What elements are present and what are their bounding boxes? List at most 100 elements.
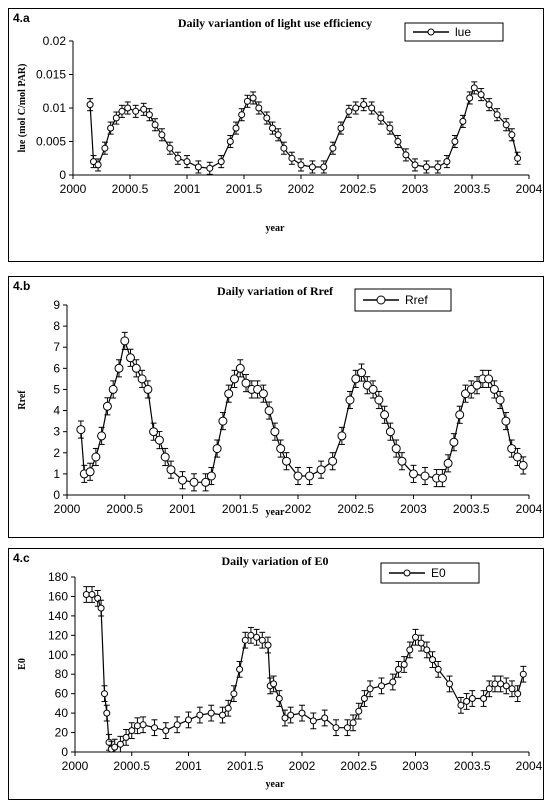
data-point xyxy=(309,717,317,725)
data-point xyxy=(352,104,360,112)
data-point xyxy=(103,709,111,717)
x-tick-label: 2004 xyxy=(516,759,543,773)
data-point xyxy=(443,158,451,166)
data-point xyxy=(332,724,340,732)
chart-panel-rref: 0 1 2 3 4 5 6 7 8 9 2000 2000.5 2001 2001.5 2002 2002.5… xyxy=(8,276,544,538)
data-point xyxy=(412,633,419,641)
data-point xyxy=(247,631,255,639)
data-point xyxy=(151,121,159,129)
x-tick-label: 2004 xyxy=(516,502,543,516)
data-point xyxy=(446,680,453,688)
data-point xyxy=(241,378,251,388)
data-point xyxy=(94,161,102,169)
data-point xyxy=(297,161,305,169)
y-tick-label: 0.005 xyxy=(36,135,66,149)
data-point xyxy=(402,151,410,159)
y-axis-label: E0 xyxy=(17,658,28,670)
data-point xyxy=(263,114,271,122)
data-point xyxy=(409,469,418,479)
data-point xyxy=(174,154,182,162)
y-tick-label: 140 xyxy=(48,609,68,623)
data-point xyxy=(429,656,436,664)
data-point xyxy=(328,456,338,466)
data-point xyxy=(236,665,244,673)
data-point xyxy=(162,727,170,735)
y-tick-label: 0 xyxy=(53,488,60,502)
data-point xyxy=(145,111,153,119)
data-point xyxy=(321,714,329,722)
data-point xyxy=(276,444,286,454)
y-tick-label: 2 xyxy=(53,446,60,460)
data-point xyxy=(518,460,528,470)
y-tick-label: 40 xyxy=(55,706,69,720)
data-point xyxy=(466,94,474,102)
y-tick-label: 80 xyxy=(55,667,69,681)
data-point xyxy=(519,670,527,678)
data-point xyxy=(508,685,516,693)
x-tick-label: 2002.5 xyxy=(337,502,374,516)
data-point xyxy=(76,425,86,435)
data-point xyxy=(243,97,251,105)
data-point xyxy=(489,384,499,394)
data-point xyxy=(281,714,289,722)
data-point xyxy=(360,101,368,109)
y-tick-label: 8 xyxy=(53,319,60,333)
data-point xyxy=(151,724,158,732)
data-point xyxy=(477,91,485,99)
x-tick-label: 2001 xyxy=(169,502,196,516)
y-tick-label: 0 xyxy=(61,745,68,759)
data-point xyxy=(485,685,493,693)
x-tick-label: 2001.5 xyxy=(227,759,264,773)
data-point xyxy=(366,685,374,693)
data-point xyxy=(97,431,107,441)
data-point xyxy=(345,107,353,115)
data-point xyxy=(411,161,419,169)
data-point xyxy=(420,471,430,481)
x-tick-label: 2001.5 xyxy=(226,182,263,196)
data-point xyxy=(320,163,328,171)
data-point xyxy=(377,114,385,122)
data-point xyxy=(122,733,130,741)
data-point xyxy=(185,716,192,724)
data-point xyxy=(394,138,402,145)
data-point xyxy=(389,678,397,686)
data-point xyxy=(345,395,355,405)
data-point xyxy=(400,661,408,668)
data-point xyxy=(101,690,108,698)
data-point xyxy=(270,680,278,688)
y-tick-label: 1 xyxy=(53,467,60,481)
x-tick-label: 2000.5 xyxy=(112,182,149,196)
x-tick-label: 2001.5 xyxy=(222,502,259,516)
data-point xyxy=(455,410,465,420)
panel-label: 4.c xyxy=(13,551,30,565)
data-point xyxy=(137,374,147,384)
x-tick-label: 2002 xyxy=(289,759,316,773)
legend-box xyxy=(380,562,480,584)
data-point xyxy=(502,682,510,690)
data-point xyxy=(258,389,268,399)
data-point xyxy=(264,406,274,416)
data-point xyxy=(131,363,141,373)
y-tick-label: 5 xyxy=(53,382,60,396)
data-point xyxy=(463,697,471,705)
data-point xyxy=(443,458,453,468)
data-point xyxy=(120,336,130,346)
chart-title: Daily variation of E0 xyxy=(222,554,329,568)
x-tick-label: 2001 xyxy=(174,182,201,196)
data-point xyxy=(111,743,119,751)
data-point xyxy=(417,639,425,647)
data-point xyxy=(166,144,174,152)
data-point xyxy=(201,477,211,487)
data-point xyxy=(183,158,191,166)
data-point xyxy=(255,104,263,112)
data-point xyxy=(434,163,442,171)
data-point xyxy=(337,124,345,132)
data-point xyxy=(493,111,501,119)
x-tick-label: 2003 xyxy=(402,182,429,196)
data-point xyxy=(226,138,234,145)
data-point xyxy=(274,131,282,139)
x-tick-label: 2003.5 xyxy=(454,182,491,196)
data-point xyxy=(351,374,361,384)
data-point xyxy=(385,427,395,437)
chart-title: Daily variation of Rref xyxy=(217,284,334,298)
